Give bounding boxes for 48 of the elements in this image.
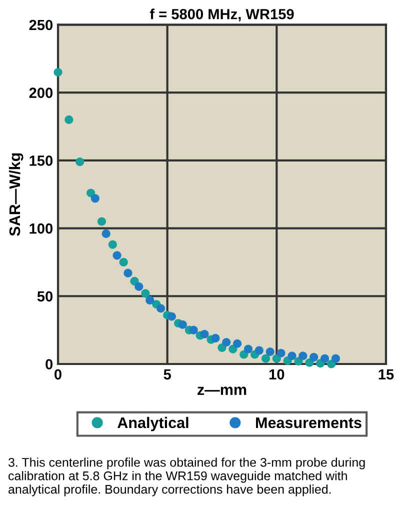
point (97, 217, 106, 226)
y-tick-label: 250 (29, 20, 53, 30)
point (222, 338, 231, 347)
point (189, 326, 198, 334)
point (134, 282, 144, 291)
point (331, 354, 340, 363)
point (167, 312, 176, 321)
point (254, 346, 264, 355)
point (310, 352, 318, 362)
y-tick-label: 150 (30, 156, 53, 166)
y-tick-label: 200 (29, 88, 53, 98)
point (76, 158, 84, 166)
point (146, 296, 154, 304)
text: 3. This centerline profile was obtained for the 3-mm probe during calibration at 5.8 GHz in the WR159 waveguide matched with analytical profile. Boundary corrections have been applied. (8, 458, 365, 496)
point (288, 352, 296, 360)
legend-label: Analytical (118, 416, 188, 432)
y-tick-label: 0 (46, 359, 53, 370)
point (244, 344, 253, 354)
x-tick-label: 15 (378, 369, 394, 380)
point (178, 320, 187, 329)
x-tick-label: 10 (269, 369, 284, 380)
point (90, 194, 100, 203)
x-tick-label: 5 (164, 369, 171, 380)
chart-title: f = 5800 MHz, WR159 (150, 8, 294, 22)
point (298, 352, 308, 360)
point (211, 334, 220, 342)
x-tick-label: 0 (54, 369, 62, 380)
point (261, 354, 270, 363)
legend-label: Measurements (256, 417, 362, 428)
point (320, 354, 330, 363)
y-tick-label: 100 (30, 223, 53, 234)
point (102, 229, 110, 238)
point (119, 258, 128, 266)
point (141, 289, 150, 298)
point (112, 251, 122, 260)
point (294, 356, 303, 366)
x-axis-title: z—mm (198, 386, 246, 395)
point (233, 339, 242, 348)
y-axis-title: SAR—W/kg (8, 153, 24, 236)
point (108, 240, 117, 249)
point (276, 348, 286, 358)
y-tick-label: 50 (37, 291, 53, 302)
point (156, 304, 166, 313)
point (64, 115, 74, 124)
point (124, 268, 132, 278)
point (200, 330, 209, 338)
point (266, 347, 274, 356)
point (54, 68, 62, 76)
